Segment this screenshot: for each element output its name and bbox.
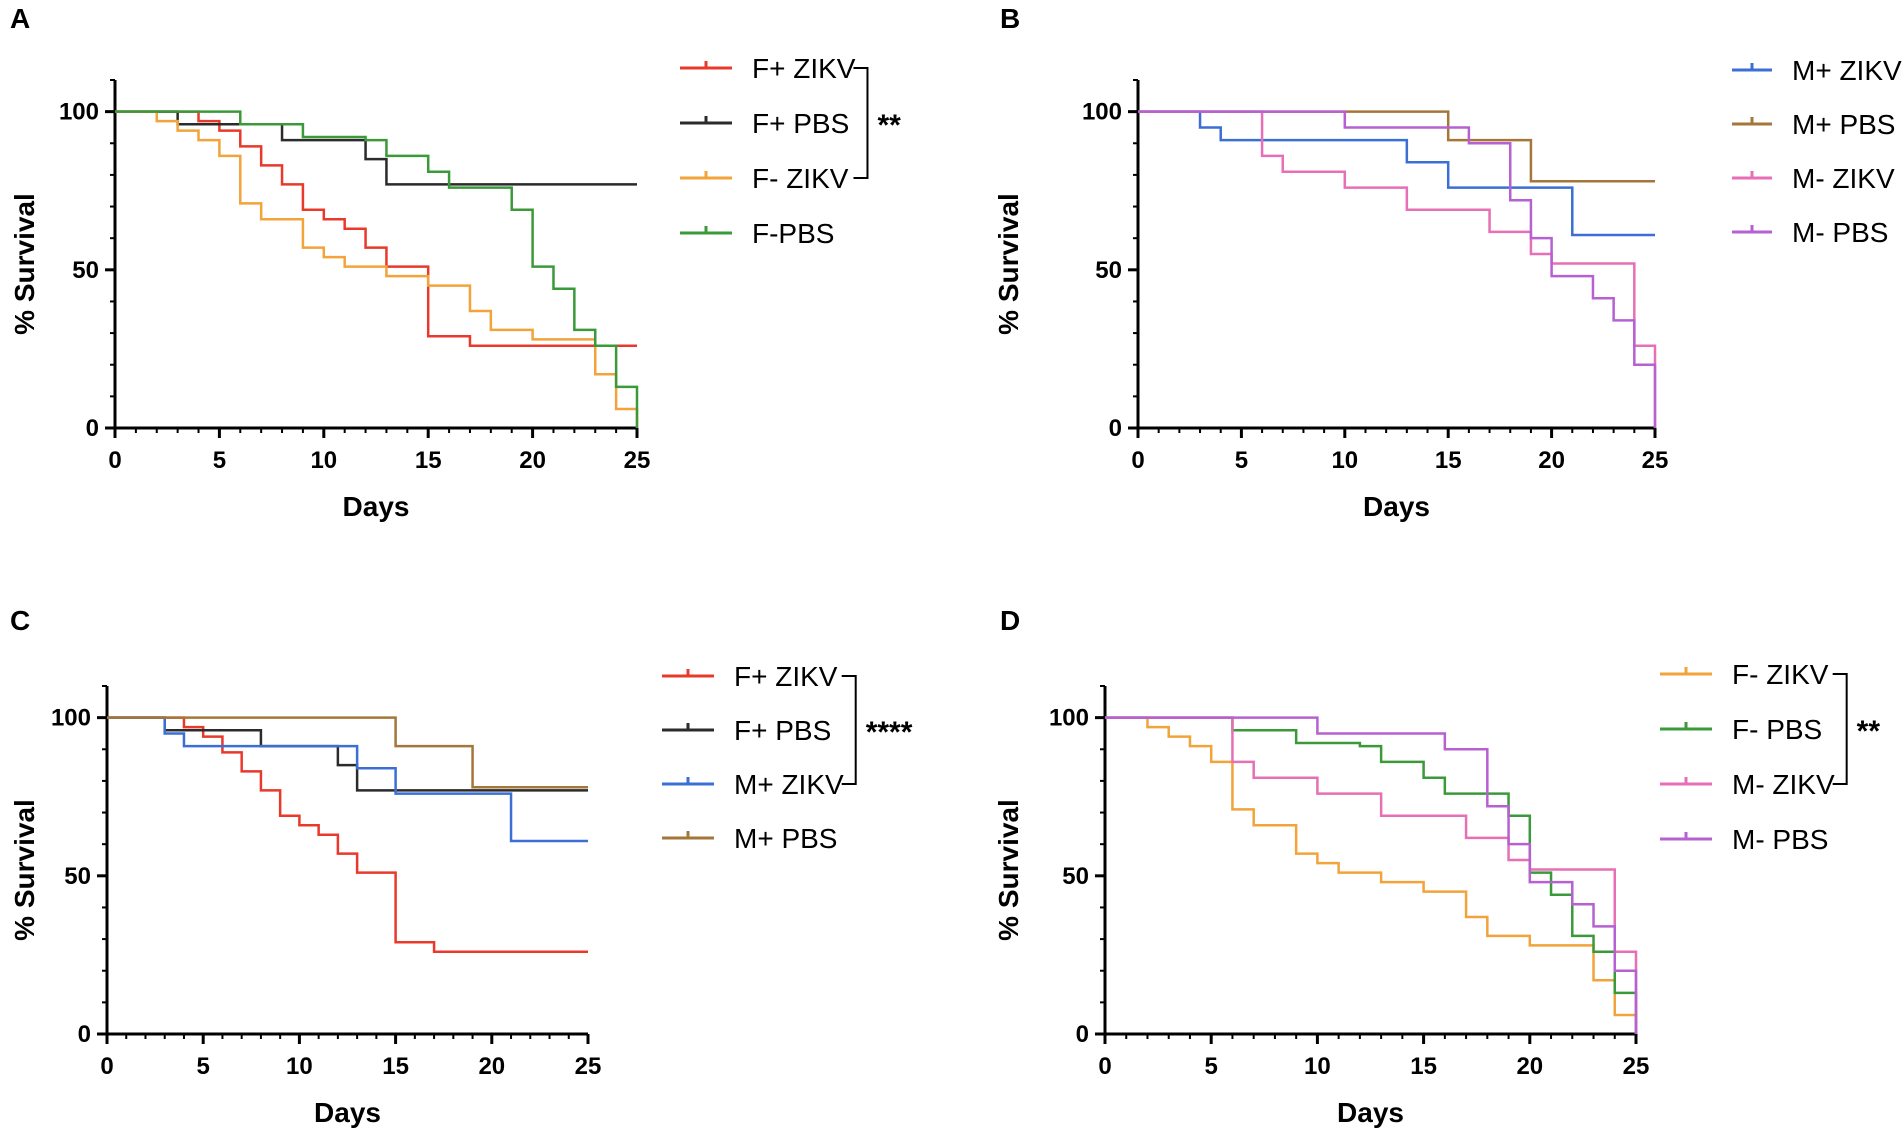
significance-label: ** <box>1857 715 1881 748</box>
y-tick-label: 0 <box>78 1021 91 1048</box>
series-line-m-pbs <box>1138 110 1657 428</box>
legend-label: M+ PBS <box>734 823 837 854</box>
x-tick-label: 15 <box>415 447 442 474</box>
legend-label: F- PBS <box>1732 714 1822 745</box>
legend-label: M+ PBS <box>1792 109 1895 140</box>
legend-label: M- PBS <box>1792 217 1888 248</box>
x-tick-label: 20 <box>519 447 546 474</box>
x-tick-label: 15 <box>382 1053 409 1080</box>
series-line-f-zikv <box>115 110 639 428</box>
series-line-m-zikv <box>107 716 588 843</box>
legend-label: F+ ZIKV <box>734 661 838 692</box>
x-tick-label: 0 <box>1098 1053 1111 1080</box>
series-line-m-zikv <box>1138 110 1657 428</box>
x-tick-label: 10 <box>1331 447 1358 474</box>
x-tick-label: 25 <box>1642 447 1669 474</box>
x-tick-label: 5 <box>1205 1053 1218 1080</box>
legend-label: F- ZIKV <box>752 163 849 194</box>
legend: F+ ZIKV F+ PBS F- ZIKV F-PBS ** <box>680 53 901 249</box>
legend-label: F+ ZIKV <box>752 53 856 84</box>
legend-label: M- PBS <box>1732 824 1828 855</box>
panel-letter: B <box>1000 3 1020 34</box>
x-axis-title: Days <box>314 1097 381 1128</box>
y-tick-label: 0 <box>1076 1021 1089 1048</box>
x-tick-label: 0 <box>100 1053 113 1080</box>
legend-label: M+ ZIKV <box>1792 55 1902 86</box>
y-axis-title: % Survival <box>993 799 1024 941</box>
legend-label: M+ ZIKV <box>734 769 844 800</box>
series-line-m-zikv <box>1138 110 1655 237</box>
legend-label: F- ZIKV <box>1732 659 1829 690</box>
legend: F- ZIKV F- PBS M- ZIKV M- PBS ** <box>1660 659 1880 855</box>
significance-label: **** <box>866 716 913 749</box>
series-line-f-zikv <box>1105 716 1638 1034</box>
x-tick-label: 20 <box>478 1053 505 1080</box>
series-line-m-pbs <box>1105 716 1638 1034</box>
x-tick-label: 0 <box>108 447 121 474</box>
significance-bracket <box>1832 673 1848 785</box>
y-axis-title: % Survival <box>9 799 40 941</box>
y-axis-title: % Survival <box>9 193 40 335</box>
x-tick-label: 15 <box>1435 447 1462 474</box>
x-tick-label: 25 <box>575 1053 602 1080</box>
series-line-f-pbs <box>115 110 639 428</box>
x-tick-label: 20 <box>1538 447 1565 474</box>
significance-bracket <box>841 675 857 785</box>
significance-bracket <box>853 67 869 179</box>
significance-label: ** <box>877 109 901 142</box>
x-axis-title: Days <box>1363 491 1430 522</box>
legend-label: M- ZIKV <box>1792 163 1895 194</box>
series-line-f-pbs <box>107 716 588 792</box>
x-tick-label: 25 <box>624 447 651 474</box>
x-tick-label: 5 <box>1235 447 1248 474</box>
series-line-m-zikv <box>1105 716 1638 1034</box>
x-tick-label: 20 <box>1516 1053 1543 1080</box>
y-tick-label: 50 <box>64 863 91 890</box>
panel-letter: A <box>10 3 30 34</box>
legend-label: F+ PBS <box>734 715 831 746</box>
x-tick-label: 5 <box>197 1053 210 1080</box>
series-line-m-pbs <box>1138 110 1655 183</box>
y-tick-label: 50 <box>1095 257 1122 284</box>
x-tick-label: 25 <box>1623 1053 1650 1080</box>
series-line-f-zikv <box>107 716 588 953</box>
y-tick-label: 100 <box>1082 99 1122 126</box>
x-tick-label: 0 <box>1131 447 1144 474</box>
y-tick-label: 0 <box>1109 415 1122 442</box>
y-tick-label: 100 <box>51 705 91 732</box>
legend-label: F+ PBS <box>752 108 849 139</box>
x-tick-label: 10 <box>1304 1053 1331 1080</box>
x-tick-label: 5 <box>213 447 226 474</box>
y-tick-label: 50 <box>1062 863 1089 890</box>
y-tick-label: 50 <box>72 257 99 284</box>
x-axis-title: Days <box>343 491 410 522</box>
series-line-f-pbs <box>1105 716 1638 1034</box>
series-line-f-pbs <box>115 110 637 186</box>
y-tick-label: 100 <box>1049 705 1089 732</box>
legend-label: M- ZIKV <box>1732 769 1835 800</box>
x-tick-label: 15 <box>1410 1053 1437 1080</box>
series-line-m-pbs <box>107 716 588 789</box>
y-axis-title: % Survival <box>993 193 1024 335</box>
panel-letter: C <box>10 605 30 636</box>
legend: F+ ZIKV F+ PBS M+ ZIKV M+ PBS **** <box>662 661 913 854</box>
legend: M+ ZIKV M+ PBS M- ZIKV M- PBS <box>1732 55 1902 248</box>
legend-label: F-PBS <box>752 218 834 249</box>
x-axis-title: Days <box>1337 1097 1404 1128</box>
series-line-f-zikv <box>115 110 637 347</box>
x-tick-label: 10 <box>286 1053 313 1080</box>
y-tick-label: 0 <box>86 415 99 442</box>
x-tick-label: 10 <box>310 447 337 474</box>
panel-letter: D <box>1000 605 1020 636</box>
y-tick-label: 100 <box>59 99 99 126</box>
